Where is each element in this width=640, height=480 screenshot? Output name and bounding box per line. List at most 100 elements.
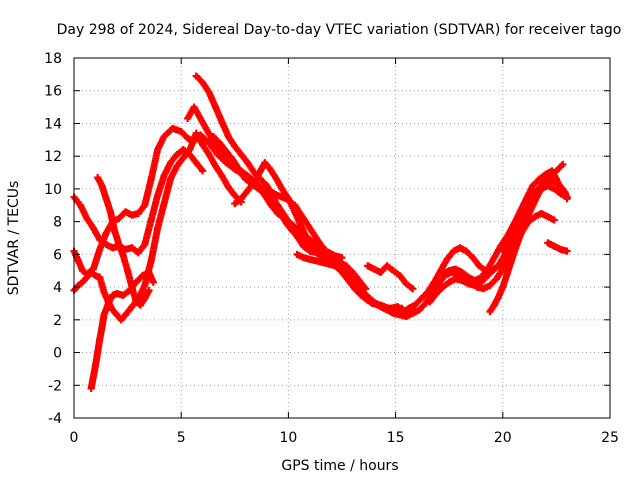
data-point-track-c-20 [173,162,181,170]
data-point-track-h-11 [280,214,288,222]
data-point-track-c-12 [121,311,129,319]
data-point-track-l-10 [462,247,470,255]
data-point-track-g-0 [192,72,200,80]
data-point-track-e-0 [94,173,102,181]
data-point-track-e-12 [145,286,153,294]
data-point-track-l-8 [449,247,457,255]
data-point-track-h-10 [274,209,282,217]
data-point-track-c-22 [186,146,194,154]
data-point-track-m-5 [458,277,466,285]
data-point-track-c-1 [74,281,82,289]
data-point-track-n-4 [464,273,472,281]
data-point-track-a-20 [199,167,207,175]
data-point-track-h-8 [261,191,269,199]
data-point-track-c-5 [91,272,99,280]
data-point-track-i-15 [323,254,331,262]
data-point-track-g-6 [231,142,239,150]
data-point-track-d-0 [87,385,95,393]
data-point-track-f-48 [492,275,500,283]
data-point-track-f-56 [544,213,552,221]
data-point-track-b-33 [308,227,316,235]
data-point-track-j-7 [338,265,346,273]
axes: 0 5 10 15 20 25 -4 -2 0 2 4 6 8 10 12 14 16 18 [44,51,619,446]
data-point-track-i-21 [362,285,370,293]
data-point-track-d-7 [104,299,112,307]
data-point-track-g-28 [372,299,380,307]
data-point-track-k-3 [383,262,391,270]
data-point-track-p-10 [563,193,571,201]
data-point-track-i-8 [278,185,286,193]
data-point-track-n-15 [535,175,543,183]
chart-title: Day 298 of 2024, Sidereal Day-to-day VTE… [57,22,622,38]
data-point-track-j-3 [312,257,320,265]
data-point-track-n-0 [439,270,447,278]
data-point-track-g-4 [218,118,226,126]
y-tick-label-8: 12 [44,149,62,165]
data-point-track-j-5 [325,260,333,268]
data-point-track-e-9 [132,298,140,306]
data-point-track-d-14 [145,268,153,276]
data-point-track-c-18 [160,200,168,208]
data-point-track-o-7 [516,232,524,240]
data-point-track-e-1 [98,182,106,190]
data-point-track-j-1 [299,254,307,262]
data-point-track-a-11 [141,241,149,249]
data-point-track-q-3 [563,247,571,255]
series-track-p [499,182,571,255]
data-point-track-b-5 [96,245,104,253]
data-point-track-i-4 [257,167,265,175]
x-axis-title: GPS time / hours [281,458,398,474]
data-point-track-m-12 [503,252,511,260]
data-point-track-g-27 [366,295,374,303]
data-point-track-n-1 [445,267,453,275]
data-point-track-b-14 [154,146,162,154]
data-point-track-c-24 [199,141,207,149]
data-point-track-m-0 [426,298,434,306]
data-point-track-n-14 [529,182,537,190]
data-point-track-f-1 [190,103,198,111]
data-point-track-b-10 [128,211,136,219]
data-point-track-b-18 [184,134,192,142]
data-point-track-a-9 [128,244,136,252]
series-track-i [231,159,370,293]
data-point-track-j-6 [332,262,340,270]
data-point-track-p-1 [505,231,513,239]
data-point-track-g-11 [263,182,271,190]
data-point-track-f-46 [480,285,488,293]
data-point-track-e-11 [141,295,149,303]
x-tick-label-2: 10 [279,430,297,446]
y-tick-label-2: 0 [53,346,62,362]
data-point-track-b-8 [115,214,123,222]
data-point-track-p-0 [499,247,507,255]
data-point-track-c-10 [113,311,121,319]
data-point-track-i-5 [261,159,269,167]
data-point-track-o-4 [503,270,511,278]
data-point-track-i-13 [310,244,318,252]
data-point-track-i-20 [355,277,363,285]
data-point-track-a-2 [83,214,91,222]
data-point-track-o-8 [520,221,528,229]
data-point-track-m-11 [497,260,505,268]
data-point-track-e-8 [128,283,136,291]
data-point-track-f-37 [422,299,430,307]
data-point-track-c-19 [166,175,174,183]
data-point-track-b-1 [74,257,82,265]
data-point-track-f-49 [499,265,507,273]
data-point-track-g-31 [392,306,400,314]
data-point-track-m-6 [464,280,472,288]
x-tick-label-4: 20 [494,430,512,446]
data-point-track-b-17 [177,128,185,136]
data-point-track-l-0 [398,309,406,317]
data-point-track-p-7 [544,182,552,190]
data-point-track-q-2 [557,245,565,253]
data-point-track-b-12 [141,201,149,209]
data-point-track-f-57 [550,216,558,224]
data-point-track-i-12 [304,236,312,244]
data-point-track-a-12 [147,216,155,224]
data-point-track-a-1 [76,201,84,209]
data-point-track-m-2 [439,283,447,291]
data-point-track-n-18 [552,175,560,183]
data-point-track-i-11 [297,223,305,231]
series-track-j [293,250,352,278]
